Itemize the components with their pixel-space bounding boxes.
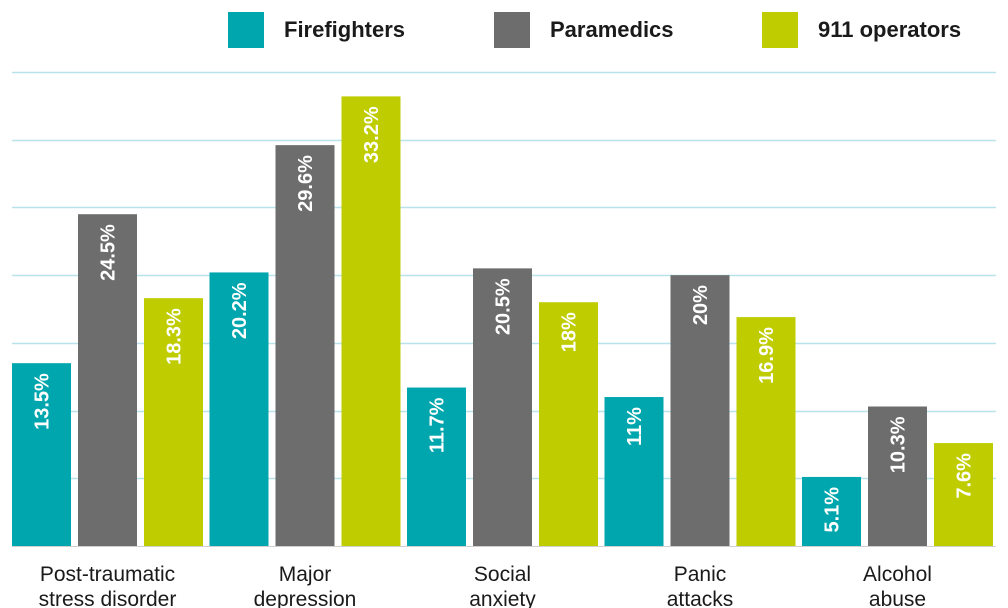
data-label: 20% <box>690 285 712 325</box>
data-label: 24.5% <box>98 224 120 281</box>
legend-item-911-operators: 911 operators <box>762 12 961 48</box>
data-label: 20.5% <box>493 278 515 335</box>
legend-item-firefighters: Firefighters <box>228 12 405 48</box>
legend-item-paramedics: Paramedics <box>494 12 674 48</box>
bar-paramedics <box>78 214 137 546</box>
data-label: 18% <box>559 312 581 352</box>
category-label: Social anxiety <box>469 563 536 608</box>
data-label: 16.9% <box>756 327 778 384</box>
bar-911-operators <box>539 302 598 546</box>
legend-swatch-911-operators <box>762 12 798 48</box>
bar-911-operators <box>144 298 203 546</box>
data-label: 20.2% <box>229 282 251 339</box>
bar-911-operators <box>934 443 993 546</box>
category-label: Post-traumatic stress disorder <box>39 563 177 608</box>
data-label: 7.6% <box>954 453 976 499</box>
legend-swatch-firefighters <box>228 12 264 48</box>
data-label: 5.1% <box>822 487 844 533</box>
data-label: 11% <box>624 407 646 446</box>
legend-swatch-paramedics <box>494 12 530 48</box>
data-label: 11.7% <box>427 397 449 453</box>
bar-911-operators <box>736 317 796 546</box>
bar-911-operators <box>341 96 401 547</box>
data-label: 13.5% <box>32 373 54 430</box>
data-label: 10.3% <box>888 416 910 473</box>
bar-firefighters <box>12 363 71 546</box>
bar-paramedics <box>275 145 335 547</box>
legend-label-911-operators: 911 operators <box>818 17 962 42</box>
bar-paramedics <box>473 268 532 546</box>
bar-firefighters <box>209 272 269 546</box>
data-label: 33.2% <box>361 106 383 163</box>
category-label: Panic attacks <box>667 563 734 608</box>
data-label: 29.6% <box>295 155 317 212</box>
category-label: Major depression <box>254 563 357 608</box>
bar-paramedics <box>868 406 927 546</box>
legend-label-firefighters: Firefighters <box>284 17 406 42</box>
bar-firefighters <box>407 387 466 546</box>
legend-label-paramedics: Paramedics <box>550 17 674 42</box>
data-label: 18.3% <box>164 308 186 365</box>
bar-firefighters <box>604 397 664 546</box>
bar-firefighters <box>802 476 861 546</box>
bar-paramedics <box>670 275 730 546</box>
category-label: Alcohol abuse <box>863 563 932 608</box>
